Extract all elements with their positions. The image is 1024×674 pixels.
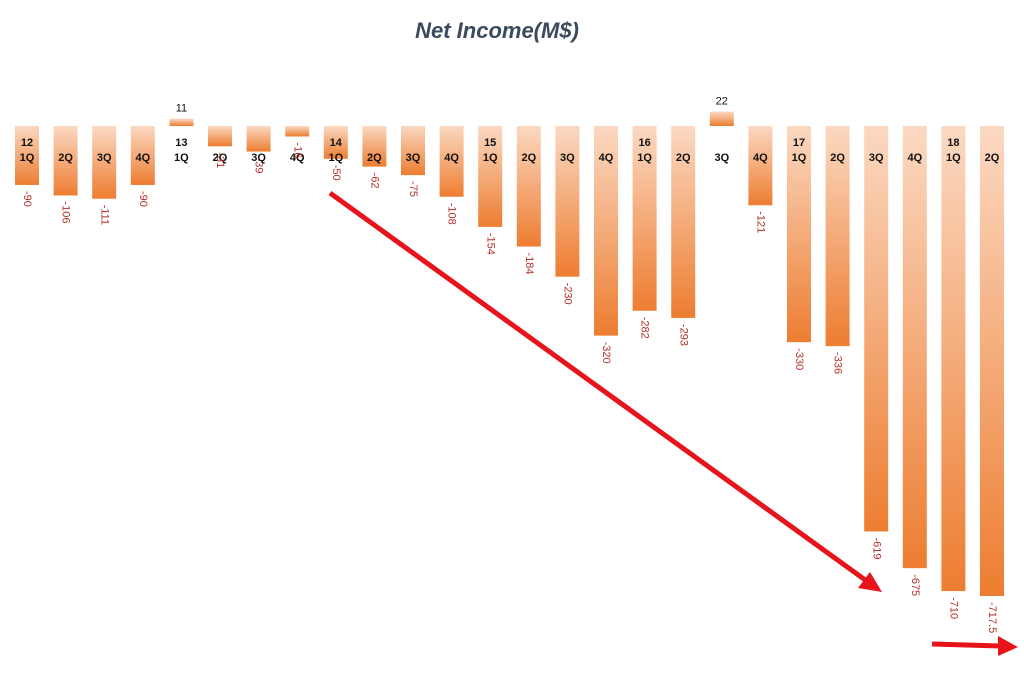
bar [15, 126, 39, 185]
x-tick-label: 4Q [444, 152, 459, 164]
value-label: -293 [677, 324, 689, 346]
x-tick-label: 1Q [946, 152, 961, 164]
bar [980, 126, 1004, 596]
value-label: -90 [137, 191, 149, 207]
x-year-label: 14 [330, 137, 343, 149]
value-label: -154 [484, 233, 496, 255]
x-tick-label: 1Q [174, 152, 189, 164]
x-tick-label: 2Q [676, 152, 691, 164]
x-tick-label: 2Q [367, 152, 382, 164]
bar [208, 126, 232, 147]
bar [478, 126, 503, 227]
bar [246, 126, 271, 152]
value-label: -50 [330, 165, 342, 181]
bar [130, 126, 155, 185]
x-tick-label: 3Q [869, 152, 884, 164]
x-year-label: 12 [21, 137, 33, 149]
bar [671, 126, 696, 318]
value-label: -75 [407, 181, 419, 197]
bar [941, 126, 966, 592]
chart-title: Net Income(M$) [415, 18, 579, 43]
bar [864, 126, 889, 532]
value-label: -184 [523, 253, 535, 275]
value-label: -675 [909, 574, 921, 596]
bar [362, 126, 387, 167]
bar [323, 126, 348, 159]
bar [169, 118, 194, 126]
x-tick-label: 4Q [753, 152, 768, 164]
x-year-label: 15 [484, 137, 496, 149]
x-tick-label: 1Q [328, 152, 343, 164]
value-label: -619 [870, 537, 882, 559]
x-tick-label: 3Q [714, 152, 729, 164]
x-year-label: 16 [638, 137, 650, 149]
bar [902, 126, 927, 569]
value-label: -39 [253, 158, 265, 174]
bar [748, 126, 773, 206]
value-label: 11 [176, 103, 187, 115]
x-tick-label: 3Q [560, 152, 575, 164]
bar [401, 126, 425, 176]
bar [285, 126, 310, 137]
bar [825, 126, 850, 347]
x-tick-label: 2Q [58, 152, 73, 164]
bar [632, 126, 657, 311]
x-tick-label: 2Q [985, 152, 1000, 164]
bar [594, 126, 618, 336]
x-tick-label: 4Q [907, 152, 922, 164]
x-year-label: 13 [175, 137, 187, 149]
x-year-label: 18 [947, 137, 959, 149]
x-tick-label: 3Q [251, 152, 266, 164]
value-label: -106 [60, 201, 72, 223]
bar [439, 126, 464, 197]
bar [516, 126, 541, 247]
x-tick-label: 1Q [483, 152, 498, 164]
x-tick-label: 2Q [213, 152, 228, 164]
bar [555, 126, 580, 277]
value-label: -336 [832, 352, 844, 374]
x-tick-label: 4Q [599, 152, 614, 164]
x-tick-label: 4Q [290, 152, 305, 164]
value-label: -320 [600, 342, 612, 364]
x-tick-label: 2Q [521, 152, 536, 164]
x-year-label: 17 [793, 137, 805, 149]
trend-arrow [328, 190, 1018, 656]
value-label: -108 [446, 203, 458, 225]
x-tick-label: 1Q [792, 152, 807, 164]
x-tick-label: 1Q [20, 152, 35, 164]
value-label: -717.5 [986, 602, 998, 633]
value-label: -111 [98, 205, 110, 225]
x-tick-label: 1Q [637, 152, 652, 164]
value-label: -16 [291, 142, 303, 158]
bar [53, 126, 78, 196]
value-label: -282 [639, 317, 651, 339]
bar [92, 126, 117, 199]
value-label: -62 [368, 173, 380, 189]
value-label: -90 [21, 191, 33, 207]
value-label: -230 [561, 283, 573, 305]
x-tick-label: 2Q [830, 152, 845, 164]
x-tick-label: 3Q [97, 152, 112, 164]
value-label: -121 [754, 211, 766, 233]
value-label: -710 [947, 597, 959, 619]
x-tick-label: 3Q [406, 152, 421, 164]
bar [709, 111, 734, 126]
value-label: -330 [793, 348, 805, 370]
value-label: 22 [716, 95, 728, 107]
value-label: -31 [214, 152, 226, 168]
x-tick-label: 4Q [135, 152, 150, 164]
bar [787, 126, 811, 343]
